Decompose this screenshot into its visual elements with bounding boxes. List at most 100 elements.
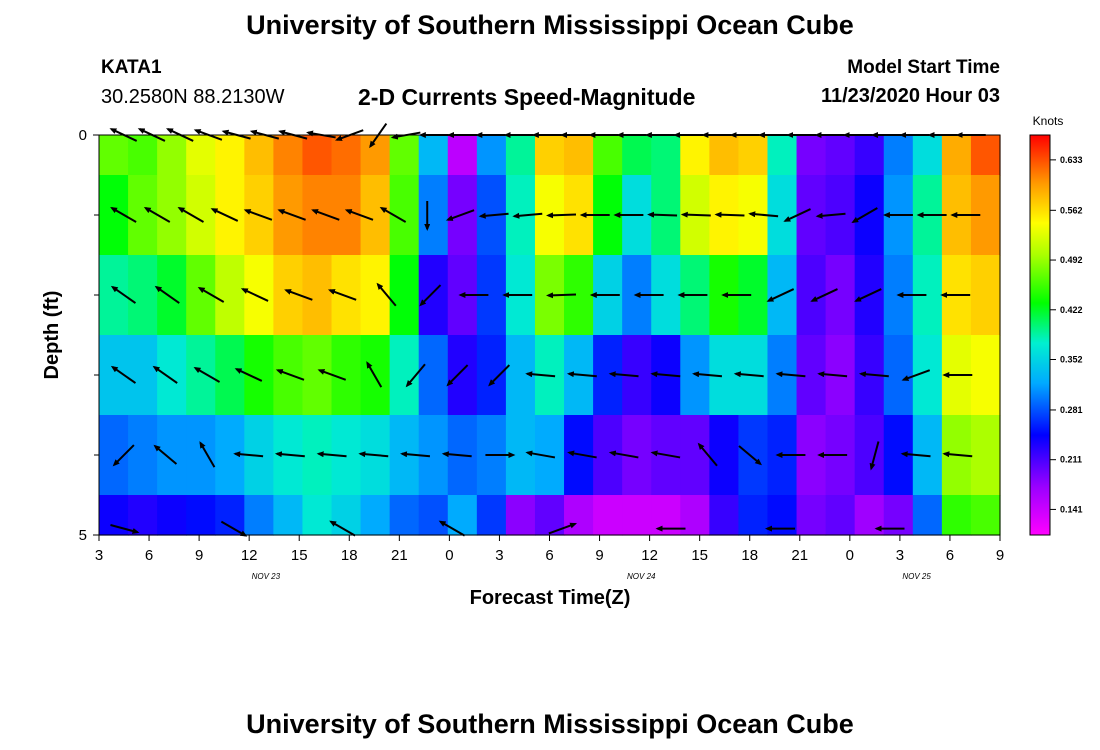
heatmap-cell	[157, 415, 187, 496]
colorbar-tick-label: 0.492	[1060, 255, 1083, 265]
heatmap-cell	[970, 135, 1001, 176]
current-vector	[942, 451, 973, 458]
current-vector	[275, 369, 305, 381]
current-vector	[608, 450, 639, 459]
current-vector	[379, 207, 407, 223]
current-vector	[488, 364, 511, 387]
heatmap-cell	[331, 135, 362, 176]
heatmap-cell	[273, 135, 304, 176]
x-tick-label: 12	[241, 547, 258, 564]
current-vector	[234, 368, 263, 382]
heatmap-cell	[796, 255, 827, 336]
current-vector	[901, 369, 931, 381]
heatmap-cell	[534, 135, 565, 176]
current-vector	[197, 286, 225, 303]
heatmap-cell	[273, 175, 304, 256]
heatmap-cell	[128, 175, 158, 256]
y-tick-label: 5	[79, 527, 87, 544]
current-vector	[566, 371, 597, 378]
heatmap-cell	[796, 495, 827, 536]
current-vector	[548, 522, 578, 535]
heatmap-cell	[128, 495, 158, 536]
current-vector	[525, 450, 556, 459]
current-vector	[277, 209, 306, 221]
current-vector	[748, 211, 779, 218]
heatmap-cell	[883, 415, 914, 496]
heatmap-cell	[564, 135, 594, 176]
heatmap-cell	[418, 255, 449, 336]
heatmap-cell	[418, 495, 449, 536]
current-vector	[110, 524, 140, 534]
heatmap-cell	[593, 495, 623, 536]
x-tick-label: 9	[996, 547, 1004, 564]
current-vector	[692, 371, 723, 378]
current-vector	[233, 451, 264, 458]
current-vector	[438, 520, 466, 537]
current-vector	[680, 211, 711, 218]
current-vector	[650, 371, 681, 378]
current-vector	[738, 445, 762, 466]
current-vector	[376, 282, 397, 307]
current-vector	[647, 211, 678, 218]
colorbar-tick-label: 0.352	[1060, 355, 1083, 365]
colorbar-tick-label: 0.562	[1060, 205, 1083, 215]
heatmap-cell	[941, 495, 972, 536]
current-vector	[650, 450, 681, 459]
x-tick-label: 6	[145, 547, 153, 564]
heatmap-cell	[128, 255, 158, 336]
current-vector	[869, 441, 880, 471]
page-title: University of Southern Mississippi Ocean…	[246, 10, 854, 40]
x-tick-label: 3	[896, 547, 904, 564]
model-start-value: 11/23/2020 Hour 03	[820, 85, 1000, 107]
current-vector	[733, 371, 764, 378]
heatmap-cell	[476, 335, 507, 416]
heatmap-cell	[738, 135, 769, 176]
current-vector	[567, 450, 597, 459]
current-vector	[419, 284, 442, 307]
heatmap-cell	[970, 335, 1001, 416]
current-vector	[274, 451, 305, 458]
heatmap-cell	[157, 135, 187, 176]
x-tick-label: 12	[641, 547, 658, 564]
heatmap-cell	[273, 495, 304, 536]
current-vector	[240, 288, 269, 302]
current-vector	[152, 365, 178, 384]
heatmap-cell	[593, 415, 623, 496]
heatmap-cell	[215, 135, 245, 176]
heatmap-cell	[418, 335, 449, 416]
heatmap-cell	[215, 175, 245, 256]
heatmap-cell	[709, 415, 740, 496]
heatmap-cell	[302, 335, 333, 416]
x-tick-label: 3	[95, 547, 103, 564]
heatmap-cell	[593, 135, 623, 176]
heatmap-cell	[389, 135, 420, 176]
heatmap-cell	[128, 335, 158, 416]
heatmap-cell	[709, 495, 740, 536]
colorbar-ticks: 0.633 0.562 0.492 0.422 0.352 0.281 0.211 0.141	[1050, 155, 1083, 514]
heatmap-cell	[796, 135, 827, 176]
heatmap-cell	[186, 135, 216, 176]
current-vector	[110, 285, 137, 304]
current-vector	[154, 285, 180, 304]
current-vector	[446, 364, 469, 387]
heatmap-cell	[505, 495, 536, 536]
current-vector	[153, 444, 178, 465]
current-vector	[441, 451, 472, 458]
current-vector	[358, 451, 389, 458]
y-axis-label: Depth (ft)	[41, 291, 63, 380]
heatmap-cell	[854, 175, 885, 256]
heatmap-cell	[360, 135, 391, 176]
current-vector	[512, 212, 543, 219]
current-vector	[316, 451, 347, 458]
current-vector	[110, 365, 137, 384]
heatmap-cell	[912, 135, 943, 176]
heatmap-cell	[883, 135, 914, 176]
heatmap-cell	[215, 255, 245, 336]
heatmap-cell	[825, 495, 856, 536]
station-id: KATA1	[101, 57, 162, 78]
colorbar-tick-label: 0.422	[1060, 305, 1083, 315]
heatmap-cell	[854, 135, 885, 176]
heatmap-cell	[215, 495, 245, 536]
axes: 3 6 9 12 15 18 21 0 3 6 9 12 15 18 21 0 3 6 9 NOV 23 NOV 24 N…	[79, 127, 1005, 581]
heatmap-cell	[215, 335, 245, 416]
